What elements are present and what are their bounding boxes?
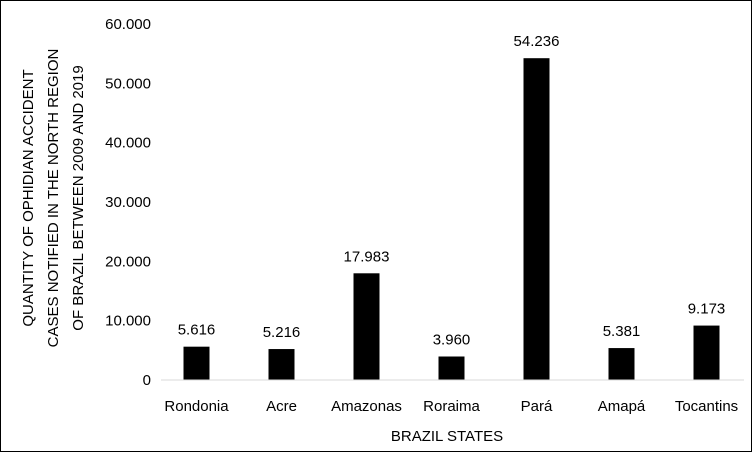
y-axis-ticks: 0 10.000 20.000 30.000 40.000 50.000 60.000: [105, 16, 151, 389]
y-tick-label: 20.000: [105, 253, 151, 270]
y-axis-title-line-1: QUANTITY OF OPHIDIAN ACCIDENT: [20, 69, 37, 326]
y-tick-label: 40.000: [105, 135, 151, 152]
bar: [523, 58, 550, 380]
x-category-label: Pará: [521, 398, 553, 415]
y-tick-label: 30.000: [105, 194, 151, 211]
y-axis-title: QUANTITY OF OPHIDIAN ACCIDENT CASES NOTI…: [20, 49, 87, 348]
data-label: 17.983: [344, 248, 390, 265]
y-axis-title-line-3: OF BRAZIL BETWEEN 2009 AND 2019: [70, 65, 87, 330]
y-tick-label: 60.000: [105, 16, 151, 33]
bars: [183, 58, 720, 380]
x-category-label: Acre: [266, 398, 297, 415]
y-axis-title-line-2: CASES NOTIFIED IN THE NORTH REGION: [45, 49, 62, 348]
bar: [693, 325, 720, 380]
bar: [438, 356, 465, 380]
y-tick-label: 10.000: [105, 313, 151, 330]
bar: [608, 348, 635, 380]
y-tick-label: 50.000: [105, 75, 151, 92]
x-axis-title: BRAZIL STATES: [391, 428, 503, 445]
bar: [268, 349, 295, 380]
data-label: 5.381: [603, 323, 641, 340]
x-category-label: Amapá: [598, 398, 646, 415]
data-label: 3.960: [433, 332, 471, 349]
data-label: 5.216: [263, 324, 301, 341]
bar: [183, 346, 210, 380]
x-category-label: Amazonas: [331, 398, 402, 415]
bar: [353, 273, 380, 380]
data-label: 5.616: [178, 322, 216, 339]
x-category-label: Rondonia: [164, 398, 229, 415]
data-label: 9.173: [688, 301, 726, 318]
x-category-label: Tocantins: [675, 398, 738, 415]
data-label: 54.236: [514, 33, 560, 50]
data-labels: 5.616 5.216 17.983 3.960 54.236 5.381 9.173: [178, 33, 726, 348]
y-tick-label: 0: [143, 372, 151, 389]
x-axis-categories: Rondonia Acre Amazonas Roraima Pará Amapá Toca…: [164, 398, 738, 415]
x-category-label: Roraima: [423, 398, 480, 415]
